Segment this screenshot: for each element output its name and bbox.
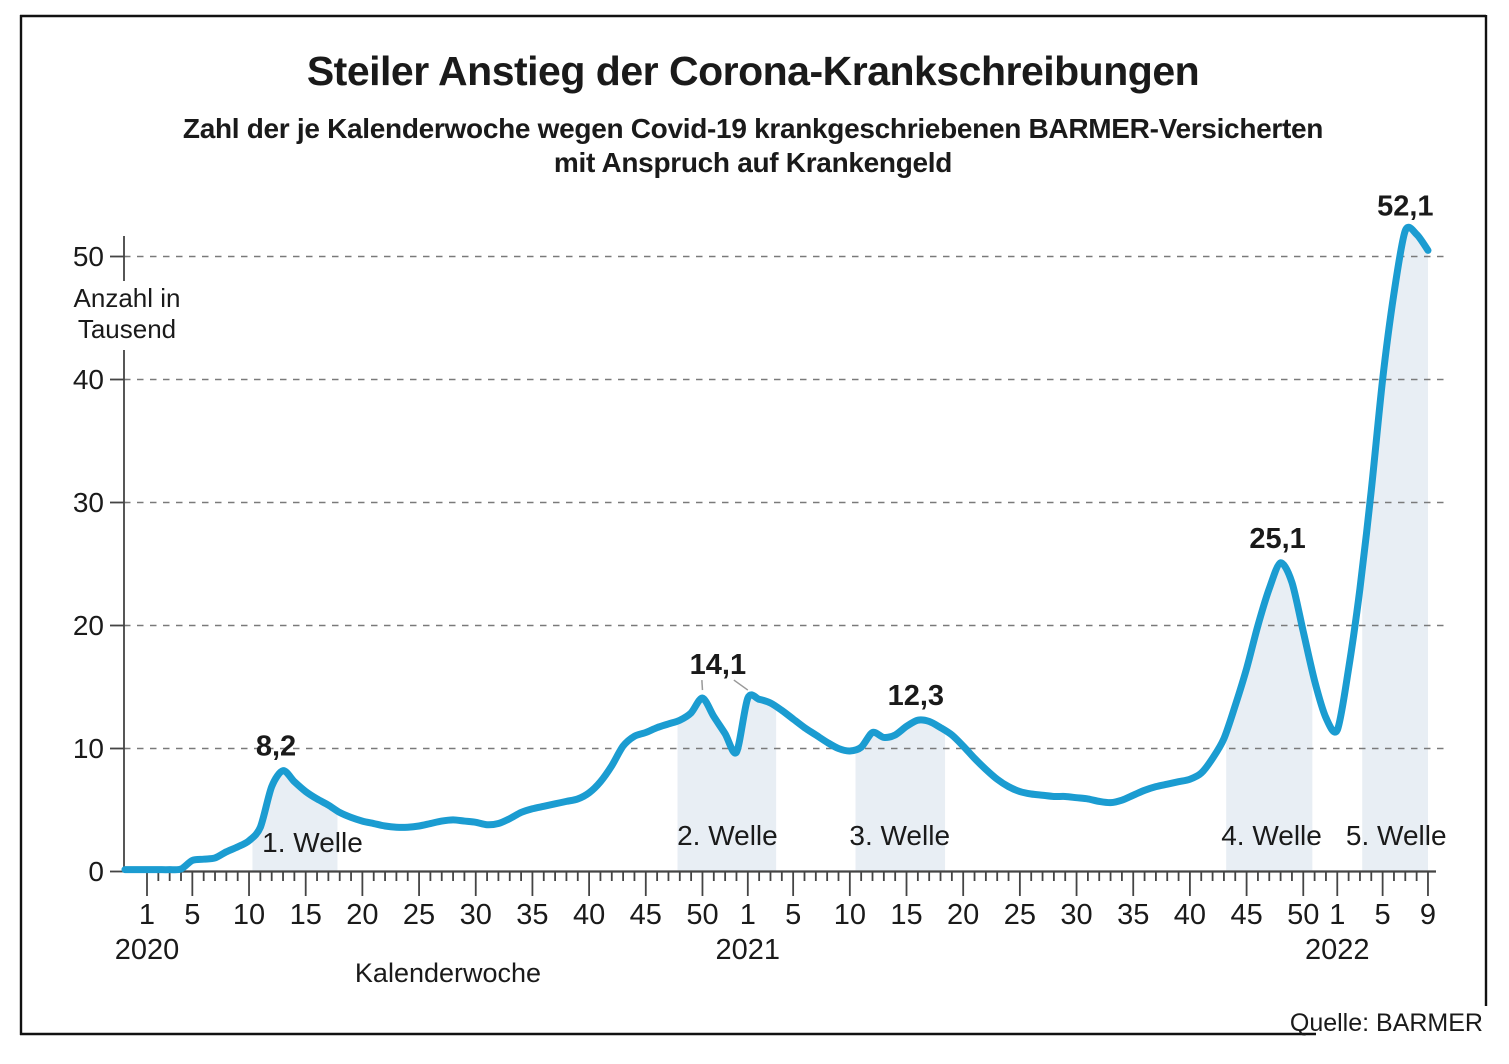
year-label: 2020 [115,934,180,966]
x-tick-label: 9 [1420,899,1436,931]
wave-label: 2. Welle [677,820,778,851]
x-tick-label: 15 [290,899,322,931]
x-tick-label: 30 [1060,899,1092,931]
wave-label: 4. Welle [1221,820,1322,851]
x-tick-label: 50 [1287,899,1319,931]
x-tick-label: 5 [785,899,801,931]
y-tick-label: 0 [88,856,104,887]
x-tick-label: 5 [1375,899,1391,931]
x-tick-label: 25 [403,899,435,931]
y-tick-label: 20 [73,610,104,641]
x-tick-label: 20 [947,899,979,931]
source-credit: Quelle: BARMER [1290,1009,1483,1037]
chart-title: Steiler Anstieg der Corona-Krankschreibu… [307,48,1199,94]
x-tick-label: 35 [1117,899,1149,931]
y-tick-label: 40 [73,364,104,395]
annotation-label: 12,3 [888,680,944,712]
x-tick-label: 1 [139,899,155,931]
wave-label: 5. Welle [1346,820,1447,851]
x-tick-label: 45 [1230,899,1262,931]
annotation-leader [701,680,704,691]
y-axis-caption-line1: Anzahl in [74,283,181,313]
x-tick-label: 30 [460,899,492,931]
y-tick-label: 30 [73,487,104,518]
x-tick-label: 25 [1004,899,1036,931]
wave-band [1226,562,1313,873]
x-tick-label: 1 [1329,899,1345,931]
x-tick-label: 50 [686,899,718,931]
chart-subtitle-line1: Zahl der je Kalenderwoche wegen Covid-19… [183,113,1323,144]
wave-band [252,770,338,873]
x-tick-label: 10 [233,899,265,931]
wave-band [1362,230,1428,873]
wave-label: 1. Welle [262,827,363,858]
y-tick-label: 10 [73,733,104,764]
x-tick-label: 35 [516,899,548,931]
wave-label: 3. Welle [849,820,950,851]
x-tick-label: 20 [346,899,378,931]
x-tick-label: 45 [630,899,662,931]
x-tick-label: 1 [740,899,756,931]
x-tick-label: 15 [890,899,922,931]
x-axis-caption: Kalenderwoche [355,958,541,988]
wave-band [855,720,946,873]
annotation-label: 25,1 [1249,523,1305,555]
annotation-leader [733,679,749,691]
x-tick-label: 5 [184,899,200,931]
x-tick-label: 10 [834,899,866,931]
annotation-label: 14,1 [690,649,746,681]
chart-subtitle-line2: mit Anspruch auf Krankengeld [554,147,952,178]
y-tick-label: 50 [73,241,104,272]
annotation-label: 52,1 [1377,191,1433,223]
y-axis-caption-line2: Tausend [78,314,176,344]
x-tick-label: 40 [573,899,605,931]
x-tick-label: 40 [1174,899,1206,931]
year-label: 2021 [716,934,781,966]
annotation-label: 8,2 [256,731,296,763]
year-label: 2022 [1305,934,1370,966]
wave-band [677,698,777,873]
data-line [121,223,1432,874]
